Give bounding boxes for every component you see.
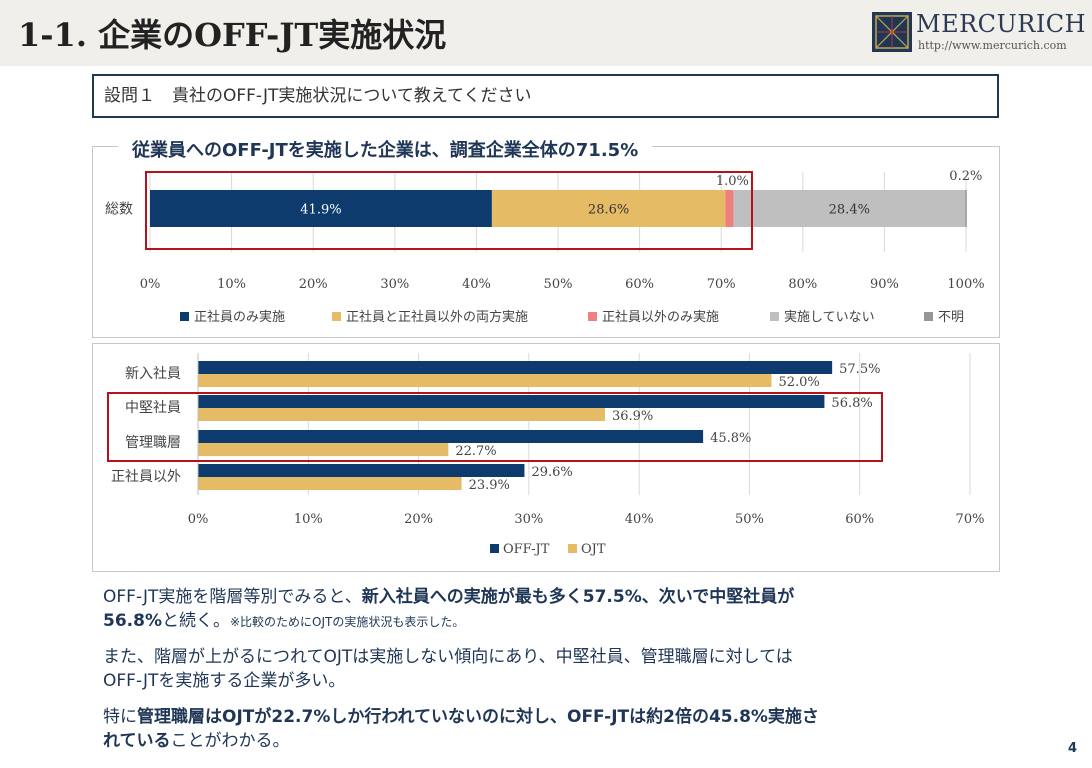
chart2-bar	[198, 408, 605, 421]
chart1-svg: 0% 10% 20% 30% 40% 50% 60% 70% 80% 90% 100% 総数 41.9%…	[105, 169, 985, 325]
chart1-bar-segment	[150, 190, 492, 227]
mercurich-logo-icon	[872, 12, 912, 52]
chart2-data-label: 29.6%	[531, 465, 572, 480]
chart2-data-label: 23.9%	[469, 478, 510, 493]
chart1-legend-swatch	[332, 312, 341, 321]
header-bar: 1-1. 企業のOFF-JT実施状況 MERCURICH http://www.…	[0, 0, 1092, 66]
body-p3-a: 特に	[103, 707, 137, 727]
chart1-tick-label: 30%	[380, 277, 409, 292]
chart2-legend-label: OFF-JT	[503, 542, 550, 557]
page-title: 1-1. 企業のOFF-JT実施状況	[18, 16, 447, 54]
chart1-title: 従業員へのOFF-JTを実施した企業は、調査企業全体の71.5%	[118, 136, 653, 162]
logo-name: MERCURICH	[916, 10, 1087, 38]
body-p1-b: 新入社員への実施が最も多く57.5%、次いで中堅社員が	[361, 587, 795, 607]
chart1-legend-swatch	[588, 312, 597, 321]
chart1-tick-label: 80%	[788, 277, 817, 292]
chart1-legend-swatch	[924, 312, 933, 321]
chart2-bar	[198, 430, 704, 443]
body-p2-line2: OFF-JTを実施する企業が多い。	[103, 671, 346, 691]
chart2-data-label: 45.8%	[710, 431, 751, 446]
body-p3-d: ことがわかる。	[170, 731, 290, 751]
chart1-legend-swatch	[180, 312, 189, 321]
chart1-tick-label: 70%	[707, 277, 736, 292]
chart2-highlight-box	[107, 392, 883, 462]
chart2-category-label: 管理職層	[125, 435, 181, 451]
chart2-legend-swatch	[568, 544, 577, 553]
chart2-data-label: 36.9%	[612, 409, 653, 424]
chart2-data-label: 22.7%	[455, 444, 496, 459]
chart2-category-label: 中堅社員	[125, 400, 181, 416]
chart1-tick-label: 10%	[217, 277, 246, 292]
chart1-tick-label: 100%	[947, 277, 984, 292]
chart1-data-label: 41.9%	[300, 203, 341, 218]
chart1-panel	[92, 146, 1000, 338]
chart1-tick-label: 90%	[870, 277, 899, 292]
body-p1-c: 56.8%	[103, 611, 162, 631]
chart2-data-label: 56.8%	[831, 396, 872, 411]
chart2-legend-swatch	[490, 544, 499, 553]
chart1-tick-label: 60%	[625, 277, 654, 292]
chart1-data-label: 0.2%	[949, 169, 982, 184]
chart1-data-label: 28.4%	[829, 203, 870, 218]
chart1-bar-segment	[725, 190, 734, 227]
chart1-legend-label: 不明	[938, 310, 964, 325]
chart1-legend-label: 正社員と正社員以外の両方実施	[346, 309, 528, 325]
chart2-tick-label: 30%	[514, 512, 543, 527]
chart2-tick-label: 40%	[625, 512, 654, 527]
body-paragraph-3: 特に管理職層はOJTが22.7%しか行われていないのに対し、OFF-JTは約2倍…	[103, 705, 819, 753]
chart2-tick-label: 0%	[188, 512, 209, 527]
chart2-tick-label: 20%	[404, 512, 433, 527]
chart1-legend-label: 正社員以外のみ実施	[602, 309, 719, 325]
chart2-tick-label: 50%	[735, 512, 764, 527]
chart2-legend-label: OJT	[581, 542, 606, 557]
chart2-tick-label: 60%	[845, 512, 874, 527]
body-p2-line1: また、階層が上がるにつれてOJTは実施しない傾向にあり、中堅社員、管理職層に対し…	[103, 647, 793, 667]
chart2-category-label: 新入社員	[125, 366, 181, 382]
page-number: 4	[1068, 741, 1078, 756]
chart1-bar-segment	[491, 190, 726, 227]
chart2-data-label: 57.5%	[839, 362, 880, 377]
body-p3-b: 管理職層はOJTが22.7%しか行われていないのに対し、OFF-JTは約2倍の4…	[137, 707, 819, 727]
chart2-bar	[198, 464, 525, 477]
chart2-data-label: 52.0%	[778, 375, 819, 390]
chart2-svg: 0% 10% 20% 30% 40% 50% 60% 70% 新入社員 57.5% 52.0% 中堅社…	[107, 353, 985, 557]
chart2-category-label: 正社員以外	[111, 469, 181, 485]
chart2-bar	[198, 374, 772, 387]
chart2-bar	[198, 395, 825, 408]
body-p1-d: と続く。	[161, 611, 230, 631]
chart1-legend-label: 正社員のみ実施	[194, 309, 285, 325]
chart1-legend-label: 実施していない	[784, 309, 875, 325]
chart1-highlight-box	[145, 171, 753, 250]
chart1-data-label: 28.6%	[588, 203, 629, 218]
chart1-tick-label: 20%	[299, 277, 328, 292]
chart2-tick-label: 10%	[294, 512, 323, 527]
logo: MERCURICH http://www.mercurich.com	[872, 10, 1087, 56]
chart1-bar-segment	[733, 190, 966, 227]
chart1-legend-swatch	[770, 312, 779, 321]
body-p1-a: OFF-JT実施を階層等別でみると、	[103, 587, 362, 607]
chart2-tick-label: 70%	[956, 512, 985, 527]
chart1-tick-label: 50%	[544, 277, 573, 292]
chart1-bar-segment	[965, 190, 967, 227]
chart2-bar	[198, 477, 462, 490]
chart1-category-label: 総数	[105, 202, 133, 218]
chart1-data-label: 1.0%	[716, 174, 749, 189]
body-paragraph-2: また、階層が上がるにつれてOJTは実施しない傾向にあり、中堅社員、管理職層に対し…	[103, 645, 793, 693]
question-box: 設問１ 貴社のOFF-JT実施状況について教えてください	[92, 74, 999, 118]
logo-url: http://www.mercurich.com	[918, 39, 1067, 52]
body-p1-note: ※比較のためにOJTの実施状況も表示した。	[229, 615, 465, 629]
body-p3-c: れている	[103, 731, 171, 751]
chart2-bar	[198, 361, 833, 374]
chart1-tick-label: 0%	[140, 277, 161, 292]
chart2-bar	[198, 443, 449, 456]
body-paragraph-1: OFF-JT実施を階層等別でみると、新入社員への実施が最も多く57.5%、次いで…	[103, 585, 794, 634]
chart1-tick-label: 40%	[462, 277, 491, 292]
